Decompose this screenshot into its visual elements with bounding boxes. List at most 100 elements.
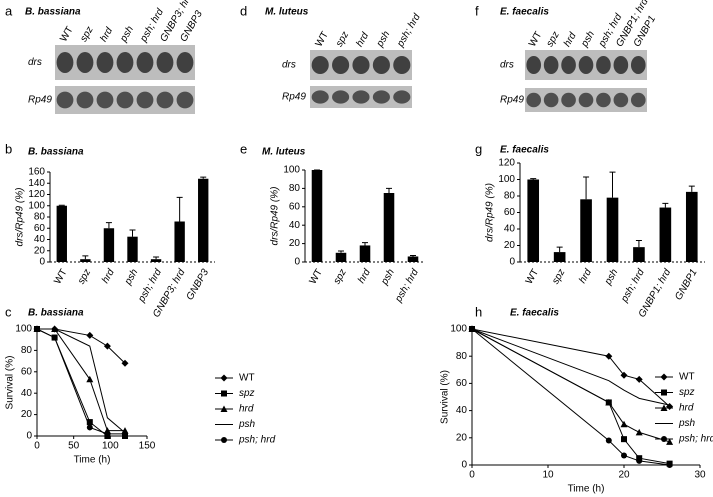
- blot-band: [630, 56, 646, 74]
- y-tick-label: 140: [28, 178, 45, 189]
- marker: [34, 326, 40, 332]
- y-axis-label: drs/Rp49 (%): [270, 187, 281, 246]
- y-tick-label: 40: [504, 224, 516, 235]
- blot-band: [372, 56, 390, 74]
- chart-title: E. faecalis: [500, 145, 549, 156]
- y-tick-label: 100: [283, 165, 300, 176]
- lane-label: hrd: [562, 30, 579, 48]
- blot-band: [156, 91, 174, 109]
- bar: [80, 259, 91, 262]
- marker: [621, 452, 627, 459]
- x-tick-label: 0: [469, 470, 475, 481]
- marker: [86, 419, 93, 426]
- blot-band: [352, 56, 370, 74]
- lane-label: spz: [334, 30, 351, 49]
- x-tick-label: hrd: [100, 267, 117, 285]
- legend-label: WT: [239, 373, 255, 384]
- legend-label: hrd: [239, 404, 254, 415]
- x-tick-label: 0: [34, 441, 40, 452]
- error-bar: [129, 229, 136, 237]
- lane-label: psh: [374, 29, 392, 50]
- blot-band: [543, 56, 559, 74]
- bar: [580, 199, 592, 262]
- blot-band: [543, 92, 559, 108]
- marker: [605, 352, 613, 360]
- error-bar: [583, 176, 590, 200]
- series-line: [471, 328, 670, 466]
- lane-label: WT: [314, 30, 331, 49]
- series-line: [471, 328, 670, 465]
- marker: [122, 430, 128, 437]
- legend-label: hrd: [679, 403, 694, 414]
- marker: [469, 326, 475, 332]
- y-tick-label: 100: [498, 174, 515, 185]
- x-tick-label: psh; hrd: [393, 267, 421, 305]
- y-axis-label: Survival (%): [5, 356, 16, 410]
- series-line: [37, 328, 126, 364]
- y-tick-label: 60: [34, 223, 46, 234]
- lane-label: psh; hrd: [395, 12, 423, 50]
- error-bar: [176, 196, 183, 222]
- marker: [635, 375, 643, 383]
- legend-label: spz: [679, 387, 695, 398]
- lane-label: psh: [579, 29, 597, 50]
- error-bar: [338, 250, 344, 253]
- marker: [621, 436, 627, 443]
- y-tick-label: 40: [34, 234, 46, 245]
- marker: [605, 437, 612, 444]
- legend-label: psh; hrd: [678, 434, 713, 445]
- marker: [86, 424, 93, 431]
- blot-band: [630, 92, 646, 108]
- panel-letter: f: [475, 3, 479, 18]
- lane-label: hrd: [354, 30, 371, 48]
- blot-band: [136, 91, 154, 109]
- x-tick-label: 20: [618, 470, 630, 481]
- blot-row-label: drs: [500, 60, 514, 71]
- y-tick-label: 60: [456, 378, 468, 389]
- marker: [86, 375, 94, 383]
- x-tick-label: hrd: [577, 267, 594, 285]
- blot-band: [352, 90, 370, 104]
- bar: [174, 221, 185, 262]
- panel-letter: g: [475, 141, 482, 156]
- marker: [635, 428, 643, 436]
- y-tick-label: 100: [15, 324, 32, 335]
- x-tick-label: 10: [542, 470, 554, 481]
- chart-title: M. luteus: [262, 147, 306, 158]
- blot-band: [561, 56, 576, 74]
- blot-band: [311, 56, 329, 74]
- legend-label: psh; hrd: [238, 435, 276, 446]
- x-tick-label: GNBP1: [673, 267, 699, 302]
- error-bar: [200, 176, 207, 179]
- marker: [220, 374, 228, 382]
- marker: [121, 359, 129, 367]
- blot-band: [393, 56, 411, 74]
- y-tick-label: 20: [34, 245, 46, 256]
- blot-band: [393, 90, 411, 104]
- marker: [620, 420, 628, 428]
- bar: [606, 197, 619, 262]
- blot-band: [116, 91, 134, 109]
- blot-band: [311, 90, 329, 104]
- x-axis-label: Time (h): [568, 484, 605, 495]
- y-tick-label: 60: [21, 366, 33, 377]
- bar: [383, 193, 395, 262]
- x-tick-label: spz: [76, 267, 93, 286]
- error-bar: [362, 242, 368, 246]
- lane-label: WT: [527, 30, 544, 49]
- marker: [86, 331, 94, 339]
- x-tick-label: 30: [694, 470, 706, 481]
- y-tick-label: 0: [509, 257, 515, 268]
- bar: [633, 247, 645, 262]
- lane-label: psh: [118, 24, 136, 45]
- error-bar: [635, 240, 642, 248]
- blot-band: [116, 52, 134, 73]
- error-bar: [688, 185, 695, 192]
- error-bar: [82, 255, 89, 260]
- lane-label: spz: [78, 25, 95, 44]
- marker: [660, 404, 668, 411]
- blot-band: [176, 52, 194, 73]
- y-tick-label: 20: [504, 240, 516, 251]
- lane-label: spz: [545, 30, 562, 49]
